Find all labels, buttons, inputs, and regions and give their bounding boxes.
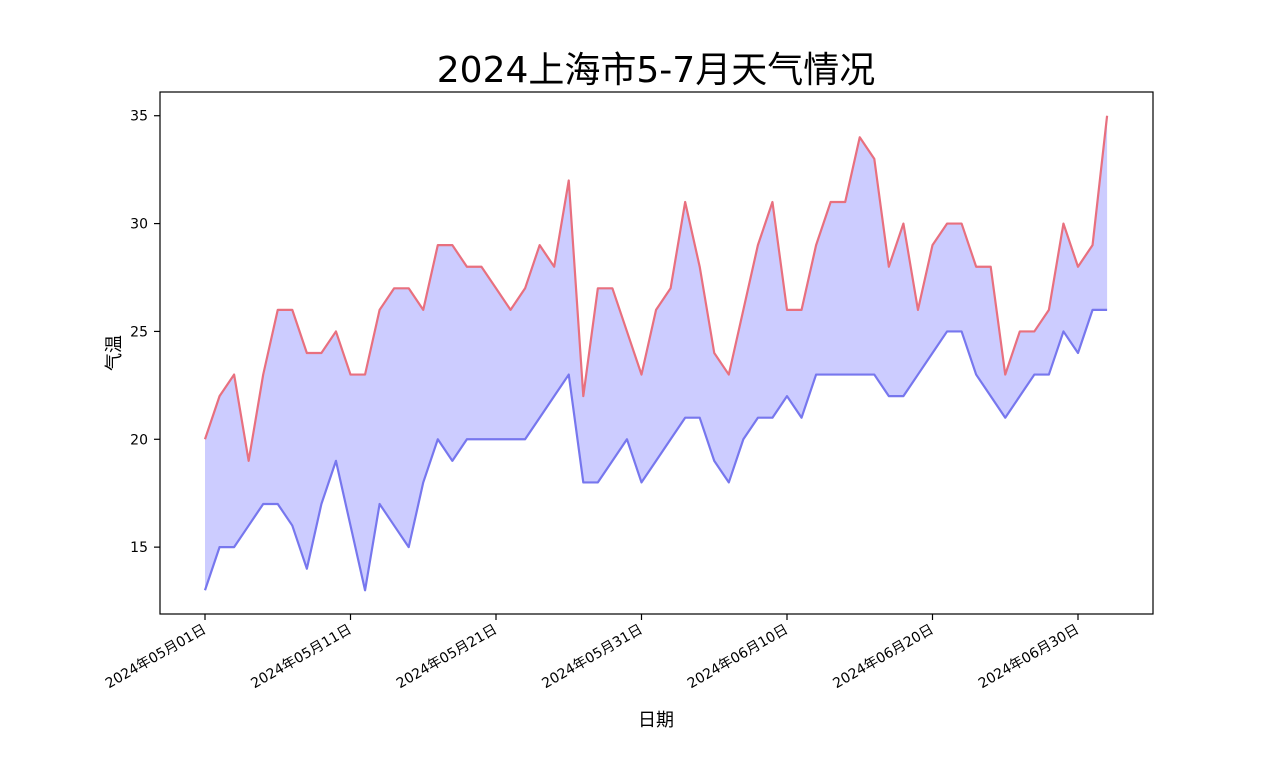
y-axis: 15 20 25 30 35 xyxy=(130,109,160,556)
x-axis: 2024年05月01日 2024年05月11日 2024年05月21日 2024年05… xyxy=(103,614,1082,692)
plot-frame xyxy=(159,91,1154,615)
y-tick-label: 15 xyxy=(130,540,148,556)
x-tick-label: 2024年06月20日 xyxy=(830,622,936,692)
x-tick-label: 2024年05月21日 xyxy=(394,622,500,692)
x-tick-label: 2024年05月01日 xyxy=(103,622,209,692)
low-temperature-line xyxy=(203,308,1108,592)
x-tick-label: 2024年05月11日 xyxy=(248,622,354,692)
x-axis-label: 日期 xyxy=(638,710,674,731)
x-tick-label: 2024年06月30日 xyxy=(976,622,1082,692)
x-tick-label: 2024年05月31日 xyxy=(539,622,645,692)
high-temperature-line xyxy=(203,115,1109,462)
y-tick-label: 30 xyxy=(130,217,148,233)
y-tick-label: 25 xyxy=(130,324,148,340)
chart-title: 2024上海市5-7月天气情况 xyxy=(437,50,875,91)
fill-layer xyxy=(205,115,1108,591)
line-layer xyxy=(203,115,1109,592)
temperature-range-fill xyxy=(205,115,1108,591)
y-tick-label: 35 xyxy=(130,109,148,125)
y-axis-label: 气温 xyxy=(104,335,125,371)
x-tick-label: 2024年06月10日 xyxy=(685,622,791,692)
y-tick-label: 20 xyxy=(130,432,148,448)
